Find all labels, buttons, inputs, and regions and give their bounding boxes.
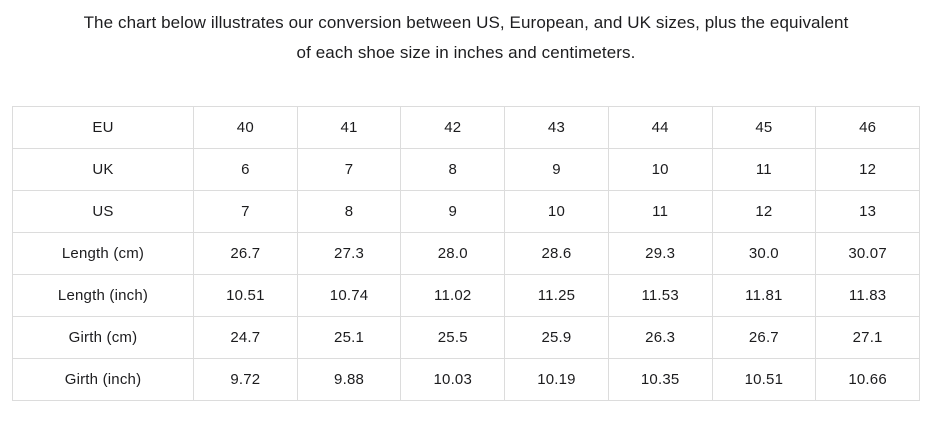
table-cell: 9: [400, 190, 506, 233]
table-cell: 10.66: [815, 358, 920, 401]
table-cell: 11.83: [815, 274, 920, 317]
table-cell: 25.9: [504, 316, 609, 359]
table-cell: 10.35: [607, 358, 713, 401]
table-row-eu: EU 40 41 42 43 44 45 46: [12, 106, 920, 149]
row-label-length-cm: Length (cm): [12, 232, 194, 275]
table-cell: 13: [815, 190, 920, 233]
row-label-eu: EU: [12, 106, 194, 149]
table-cell: 41: [296, 106, 402, 149]
table-cell: 30.0: [711, 232, 817, 275]
table-cell: 29.3: [607, 232, 713, 275]
table-cell: 45: [711, 106, 817, 149]
table-cell: 44: [607, 106, 713, 149]
table-cell: 7: [296, 148, 402, 191]
table-cell: 43: [504, 106, 609, 149]
table-cell: 42: [400, 106, 506, 149]
page-description-line1: The chart below illustrates our conversi…: [83, 13, 849, 32]
table-cell: 9.88: [296, 358, 402, 401]
table-cell: 10.74: [296, 274, 402, 317]
table-row-length-inch: Length (inch) 10.51 10.74 11.02 11.25 11…: [12, 274, 920, 317]
table-cell: 24.7: [193, 316, 298, 359]
table-cell: 26.3: [607, 316, 713, 359]
table-cell: 6: [193, 148, 298, 191]
table-cell: 11: [607, 190, 713, 233]
table-cell: 10.19: [504, 358, 609, 401]
table-cell: 12: [711, 190, 817, 233]
size-conversion-table: EU 40 41 42 43 44 45 46 UK 6 7 8 9 10 11…: [12, 106, 920, 401]
page-description: The chart below illustrates our conversi…: [0, 0, 932, 68]
table-cell: 27.1: [815, 316, 920, 359]
table-row-uk: UK 6 7 8 9 10 11 12: [12, 148, 920, 191]
table-cell: 11.02: [400, 274, 506, 317]
table-cell: 11: [711, 148, 817, 191]
table-cell: 10.03: [400, 358, 506, 401]
table-cell: 7: [193, 190, 298, 233]
table-cell: 10: [607, 148, 713, 191]
table-cell: 9.72: [193, 358, 298, 401]
table-cell: 11.25: [504, 274, 609, 317]
table-cell: 40: [193, 106, 298, 149]
table-cell: 28.6: [504, 232, 609, 275]
table-row-length-cm: Length (cm) 26.7 27.3 28.0 28.6 29.3 30.…: [12, 232, 920, 275]
row-label-girth-inch: Girth (inch): [12, 358, 194, 401]
table-cell: 28.0: [400, 232, 506, 275]
page-description-line2: of each shoe size in inches and centimet…: [296, 43, 636, 62]
table-cell: 11.53: [607, 274, 713, 317]
table-row-girth-cm: Girth (cm) 24.7 25.1 25.5 25.9 26.3 26.7…: [12, 316, 920, 359]
table-cell: 8: [296, 190, 402, 233]
table-cell: 12: [815, 148, 920, 191]
table-cell: 10: [504, 190, 609, 233]
row-label-girth-cm: Girth (cm): [12, 316, 194, 359]
table-row-girth-inch: Girth (inch) 9.72 9.88 10.03 10.19 10.35…: [12, 358, 920, 401]
table-cell: 25.5: [400, 316, 506, 359]
row-label-uk: UK: [12, 148, 194, 191]
table-cell: 30.07: [815, 232, 920, 275]
table-cell: 8: [400, 148, 506, 191]
row-label-length-inch: Length (inch): [12, 274, 194, 317]
table-cell: 9: [504, 148, 609, 191]
table-cell: 46: [815, 106, 920, 149]
table-cell: 26.7: [193, 232, 298, 275]
table-cell: 27.3: [296, 232, 402, 275]
table-cell: 26.7: [711, 316, 817, 359]
table-row-us: US 7 8 9 10 11 12 13: [12, 190, 920, 233]
table-cell: 10.51: [711, 358, 817, 401]
row-label-us: US: [12, 190, 194, 233]
table-cell: 11.81: [711, 274, 817, 317]
table-cell: 10.51: [193, 274, 298, 317]
table-cell: 25.1: [296, 316, 402, 359]
